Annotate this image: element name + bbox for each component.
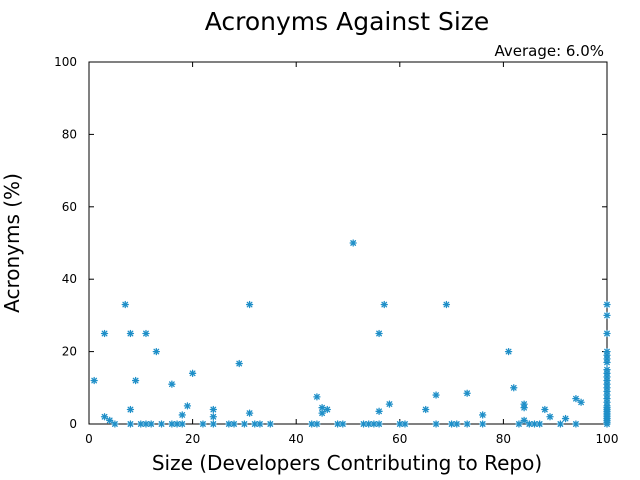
data-point xyxy=(225,420,233,428)
average-annotation: Average: 6.0% xyxy=(494,42,604,60)
data-points xyxy=(90,239,611,428)
data-point xyxy=(556,420,565,428)
data-point xyxy=(504,347,513,356)
data-point xyxy=(178,411,186,419)
x-axis: 0 20 40 60 80 100 xyxy=(85,62,618,446)
data-point xyxy=(510,384,518,392)
data-point xyxy=(188,369,197,377)
y-tick-label: 80 xyxy=(62,127,77,141)
data-point xyxy=(106,416,114,425)
data-point xyxy=(603,311,611,320)
data-point xyxy=(157,420,166,428)
data-point xyxy=(463,420,471,428)
data-point xyxy=(178,420,186,428)
data-point xyxy=(313,420,321,428)
data-point xyxy=(479,420,487,428)
data-point xyxy=(375,407,383,415)
data-point xyxy=(168,380,176,388)
data-point xyxy=(235,359,243,368)
data-point xyxy=(245,409,254,417)
data-point xyxy=(520,404,528,412)
data-point xyxy=(339,420,347,428)
data-point xyxy=(313,393,321,401)
plot-area xyxy=(88,61,608,425)
data-point xyxy=(100,413,109,421)
data-point xyxy=(375,329,383,338)
data-point xyxy=(515,420,523,428)
x-tick-label: 100 xyxy=(596,432,619,446)
data-point xyxy=(266,420,274,428)
x-tick-label: 20 xyxy=(185,432,200,446)
data-point xyxy=(318,409,326,417)
data-point xyxy=(126,405,135,414)
data-point xyxy=(199,420,207,428)
data-point xyxy=(323,405,331,414)
data-point xyxy=(126,329,135,338)
data-point xyxy=(333,420,342,428)
data-point xyxy=(230,420,238,428)
y-axis-label: Acronyms (%) xyxy=(0,173,24,313)
data-point xyxy=(209,405,217,414)
data-point xyxy=(536,420,544,428)
data-point xyxy=(463,389,471,397)
data-point xyxy=(561,414,570,423)
data-point xyxy=(432,391,440,399)
data-point xyxy=(422,405,430,414)
data-point xyxy=(380,300,388,309)
data-point xyxy=(111,420,119,428)
data-point xyxy=(240,420,249,428)
data-point xyxy=(308,420,316,428)
data-point xyxy=(209,413,217,421)
data-point xyxy=(603,300,611,309)
y-tick-label: 100 xyxy=(54,55,77,69)
data-point xyxy=(90,376,98,385)
chart-title: Acronyms Against Size xyxy=(205,7,490,36)
data-point xyxy=(147,420,155,428)
data-point xyxy=(131,376,140,385)
x-axis-label: Size (Developers Contributing to Repo) xyxy=(152,451,542,475)
data-point xyxy=(572,420,580,428)
data-point xyxy=(546,413,554,421)
data-point xyxy=(432,420,440,428)
data-point xyxy=(479,411,487,419)
data-point xyxy=(256,420,264,428)
y-tick-label: 20 xyxy=(62,345,77,359)
data-point xyxy=(183,402,192,410)
data-point xyxy=(541,405,549,414)
data-point xyxy=(375,420,383,428)
data-point xyxy=(603,358,611,367)
data-point xyxy=(126,420,135,428)
x-tick-label: 40 xyxy=(289,432,304,446)
data-point xyxy=(209,420,217,428)
data-point xyxy=(603,420,611,428)
data-point xyxy=(520,416,528,425)
data-point xyxy=(245,300,254,309)
data-point xyxy=(121,300,129,309)
y-axis: 0 20 40 60 80 100 xyxy=(54,55,607,431)
data-point xyxy=(152,347,160,356)
data-point xyxy=(530,420,539,428)
data-point xyxy=(385,400,394,408)
data-point xyxy=(442,300,451,309)
data-point xyxy=(142,329,150,338)
data-point xyxy=(572,395,580,403)
data-point xyxy=(100,329,109,338)
y-tick-label: 40 xyxy=(62,272,77,286)
y-tick-label: 0 xyxy=(69,417,77,431)
data-point xyxy=(401,420,409,428)
data-point xyxy=(603,329,611,338)
x-tick-label: 60 xyxy=(392,432,407,446)
data-point xyxy=(349,239,357,247)
y-tick-label: 60 xyxy=(62,200,77,214)
x-tick-label: 80 xyxy=(496,432,511,446)
x-tick-label: 0 xyxy=(85,432,93,446)
data-point xyxy=(577,398,585,406)
data-point xyxy=(453,420,461,428)
